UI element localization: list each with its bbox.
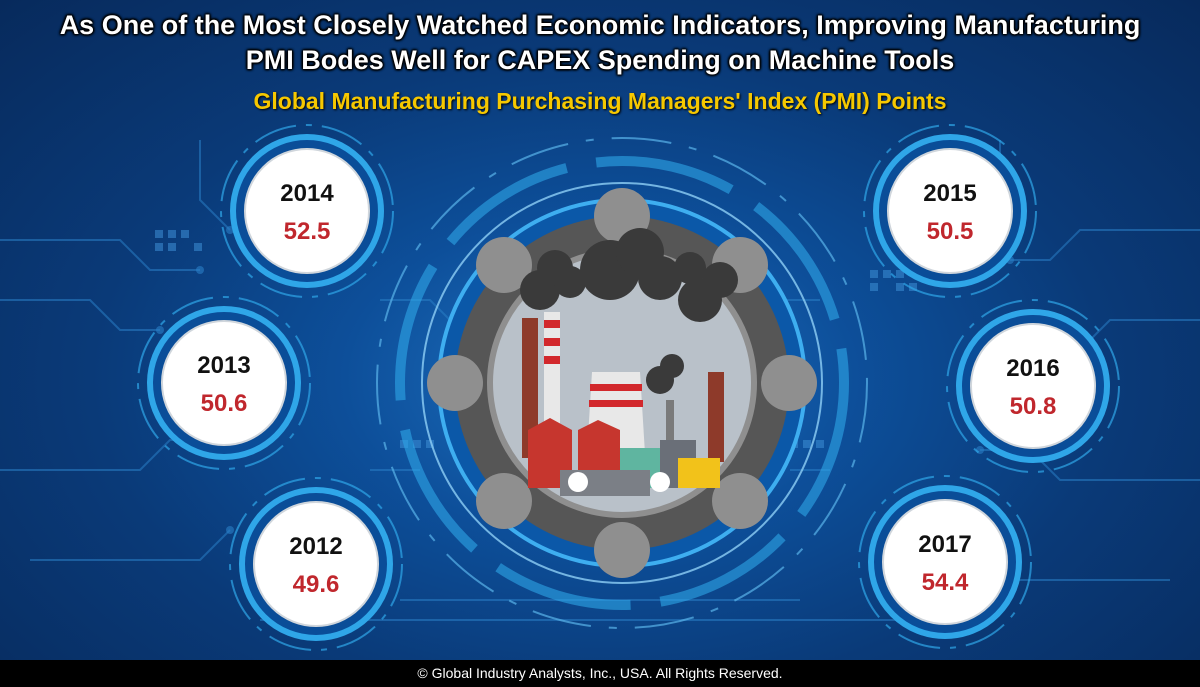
pmi-bubble-2013: 2013 50.6	[137, 296, 311, 470]
copyright-footer: © Global Industry Analysts, Inc., USA. A…	[0, 660, 1200, 687]
year-label-2012: 2012	[289, 533, 342, 560]
year-label-2017: 2017	[918, 531, 971, 558]
value-label-2016: 50.8	[1010, 393, 1057, 420]
value-label-2013: 50.6	[201, 390, 248, 417]
pmi-bubble-2014: 2014 52.5	[220, 124, 394, 298]
factory-smokestacks-icon	[520, 228, 738, 496]
year-label-2015: 2015	[923, 180, 976, 207]
value-label-2015: 50.5	[927, 218, 974, 245]
chart-title-line-2: PMI Bodes Well for CAPEX Spending on Mac…	[245, 45, 955, 75]
value-label-2017: 54.4	[922, 569, 969, 596]
pmi-bubble-2017: 2017 54.4	[858, 475, 1032, 649]
pmi-bubbles: 2012 49.6 2013 50.6 2014 52.5 2015 50.5 2016 50.8…	[137, 124, 1120, 651]
chart-title-line-1: As One of the Most Closely Watched Econo…	[59, 10, 1141, 40]
pmi-chart: 2012 49.6 2013 50.6 2014 52.5 2015 50.5 2016 50.8…	[137, 124, 1120, 651]
pmi-bubble-2015: 2015 50.5	[863, 124, 1037, 298]
pmi-bubble-2012: 2012 49.6	[229, 477, 403, 651]
value-label-2012: 49.6	[293, 571, 340, 598]
pmi-bubble-2016: 2016 50.8	[946, 299, 1120, 473]
value-label-2014: 52.5	[284, 218, 331, 245]
chart-subtitle: Global Manufacturing Purchasing Managers…	[253, 88, 947, 114]
year-label-2014: 2014	[280, 180, 334, 207]
year-label-2016: 2016	[1006, 355, 1059, 382]
year-label-2013: 2013	[197, 352, 250, 379]
